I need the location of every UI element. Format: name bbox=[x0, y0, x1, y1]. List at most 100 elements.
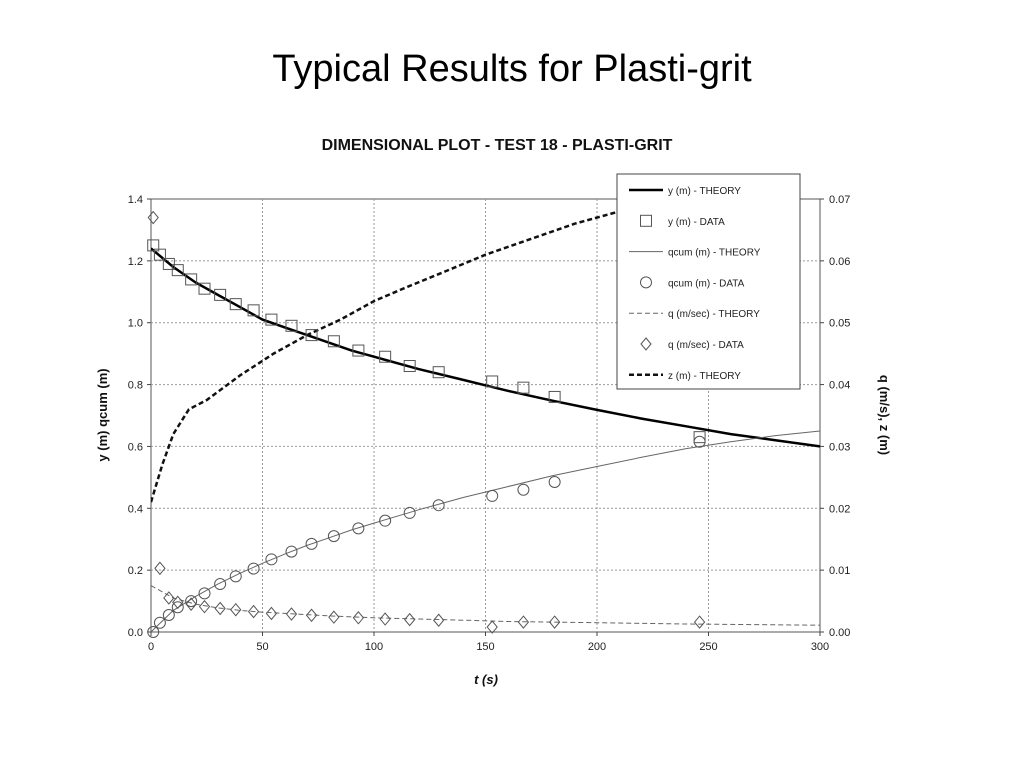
data-point-y-m-data bbox=[265, 313, 278, 326]
legend-label: z (m) - THEORY bbox=[668, 371, 741, 382]
y-left-tick-label: 0.4 bbox=[128, 503, 143, 515]
data-point-y-m-data bbox=[352, 344, 365, 357]
data-point-y-m-data bbox=[153, 248, 166, 261]
data-point-q-m-sec-data bbox=[379, 612, 391, 626]
legend-swatch bbox=[640, 276, 652, 289]
data-point-y-m-data bbox=[285, 319, 298, 332]
y-right-tick-label: 0.03 bbox=[829, 441, 850, 453]
x-axis-title: t (s) bbox=[474, 672, 498, 687]
data-point-qcum-m-data bbox=[285, 545, 298, 558]
data-point-q-m-sec-data bbox=[198, 599, 211, 614]
legend-swatch bbox=[640, 214, 652, 227]
x-tick-label: 250 bbox=[699, 641, 717, 653]
data-point-q-m-sec-data bbox=[163, 591, 175, 605]
data-point-y-m-data bbox=[517, 381, 530, 394]
y-left-tick-label: 0.6 bbox=[128, 441, 143, 453]
data-point-q-m-sec-data bbox=[247, 604, 260, 619]
data-point-q-m-sec-data bbox=[230, 602, 242, 617]
data-point-q-m-sec-data bbox=[147, 210, 159, 225]
y-axis-left-title: y (m) qcum (m) bbox=[95, 368, 110, 461]
data-point-qcum-m-data bbox=[693, 435, 706, 448]
legend-label: y (m) - THEORY bbox=[668, 186, 741, 197]
y-right-tick-label: 0.06 bbox=[829, 256, 850, 268]
data-point-q-m-sec-data bbox=[328, 610, 340, 624]
data-point-y-m-data bbox=[229, 298, 242, 311]
x-tick-label: 200 bbox=[588, 641, 606, 653]
data-point-q-m-sec-data bbox=[154, 561, 166, 576]
data-point-y-m-data bbox=[548, 390, 561, 403]
data-point-qcum-m-data bbox=[171, 601, 184, 614]
y-right-tick-label: 0.00 bbox=[829, 627, 850, 639]
y-axis-left: 0.0 0.2 0.4 0.6 0.8 1.0 1.2 1.4 bbox=[128, 194, 151, 639]
y-right-tick-label: 0.04 bbox=[829, 380, 850, 392]
data-point-qcum-m-data bbox=[327, 530, 340, 543]
data-point-q-m-sec-data bbox=[433, 613, 445, 628]
y-right-tick-label: 0.05 bbox=[829, 318, 850, 330]
data-point-qcum-m-data bbox=[185, 595, 198, 608]
slide-title: Typical Results for Plasti-grit bbox=[272, 48, 752, 90]
legend-box bbox=[616, 173, 801, 390]
x-tick-label: 50 bbox=[256, 641, 268, 653]
data-point-qcum-m-data bbox=[486, 489, 499, 502]
y-right-tick-label: 0.01 bbox=[829, 565, 850, 577]
chart-title: DIMENSIONAL PLOT - TEST 18 - PLASTI-GRIT bbox=[322, 137, 673, 154]
data-point-qcum-m-data bbox=[305, 537, 318, 550]
y-axis-right-title: q (m/s), z (m) bbox=[877, 375, 892, 455]
legend-label: qcum (m) - DATA bbox=[668, 278, 745, 289]
y-left-tick-label: 1.4 bbox=[128, 194, 143, 206]
data-point-qcum-m-data bbox=[214, 578, 227, 591]
x-tick-label: 300 bbox=[811, 641, 829, 653]
data-point-qcum-m-data bbox=[247, 562, 260, 575]
x-tick-label: 0 bbox=[148, 641, 154, 653]
data-point-y-m-data bbox=[214, 288, 227, 301]
legend: y (m) - THEORY y (m) - DATA qcum (m) - THE… bbox=[616, 173, 801, 390]
data-point-qcum-m-data bbox=[352, 522, 365, 535]
data-point-q-m-sec-data bbox=[548, 615, 561, 629]
data-point-qcum-m-data bbox=[517, 483, 530, 496]
data-point-q-m-sec-data bbox=[486, 620, 498, 634]
data-point-q-m-sec-data bbox=[404, 612, 416, 627]
legend-label: q (m/sec) - DATA bbox=[668, 340, 744, 351]
data-point-qcum-m-data bbox=[147, 626, 160, 638]
data-point-y-m-data bbox=[147, 239, 160, 252]
y-left-tick-label: 0.2 bbox=[128, 565, 143, 577]
data-point-q-m-sec-data bbox=[285, 607, 298, 621]
y-axis-right: 0.00 0.01 0.02 0.03 0.04 0.05 0.06 0.07 bbox=[820, 194, 850, 639]
legend-swatch bbox=[640, 337, 652, 351]
data-point-qcum-m-data bbox=[198, 587, 211, 600]
data-point-qcum-m-data bbox=[229, 570, 242, 583]
x-tick-label: 150 bbox=[476, 641, 494, 653]
series-markers bbox=[147, 210, 706, 638]
data-point-y-m-data bbox=[247, 304, 260, 317]
data-point-q-m-sec-data bbox=[693, 615, 706, 629]
data-point-q-m-sec-data bbox=[265, 606, 278, 621]
data-point-qcum-m-data bbox=[548, 475, 561, 488]
y-right-tick-label: 0.07 bbox=[829, 194, 850, 206]
data-point-y-m-data bbox=[432, 366, 445, 379]
data-point-y-m-data bbox=[185, 273, 198, 286]
y-left-tick-label: 0.0 bbox=[128, 627, 143, 639]
data-point-q-m-sec-data bbox=[517, 615, 530, 629]
data-point-q-m-sec-data bbox=[214, 601, 226, 616]
series-line-z-m-theory bbox=[151, 210, 620, 503]
data-point-q-m-sec-data bbox=[305, 608, 318, 623]
data-point-y-m-data bbox=[327, 335, 340, 348]
data-point-qcum-m-data bbox=[403, 506, 416, 519]
legend-label: q (m/sec) - THEORY bbox=[668, 309, 760, 320]
x-tick-label: 100 bbox=[365, 641, 383, 653]
data-point-y-m-data bbox=[198, 282, 211, 295]
data-point-y-m-data bbox=[403, 360, 416, 373]
data-point-qcum-m-data bbox=[265, 553, 278, 566]
data-point-q-m-sec-data bbox=[185, 597, 197, 611]
y-left-tick-label: 1.0 bbox=[128, 318, 143, 330]
legend-label: qcum (m) - THEORY bbox=[668, 248, 761, 259]
y-left-tick-label: 1.2 bbox=[128, 256, 143, 268]
y-right-tick-label: 0.02 bbox=[829, 503, 850, 515]
data-point-qcum-m-data bbox=[162, 608, 175, 621]
data-point-y-m-data bbox=[379, 350, 392, 363]
data-point-q-m-sec-data bbox=[172, 595, 184, 610]
legend-label: y (m) - DATA bbox=[668, 217, 725, 228]
series-line-q-m-sec-theory bbox=[151, 585, 820, 626]
data-point-y-m-data bbox=[486, 375, 499, 388]
